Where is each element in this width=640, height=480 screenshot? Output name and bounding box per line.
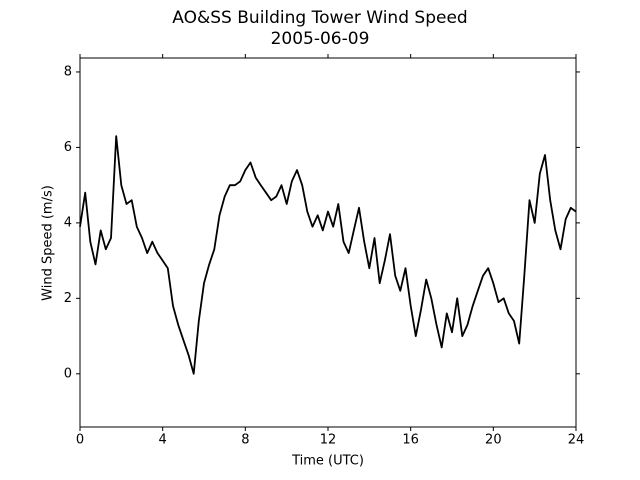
x-tick-label: 16 (402, 433, 419, 448)
y-tick-label: 4 (64, 215, 72, 230)
y-axis-label: Wind Speed (m/s) (41, 185, 56, 301)
x-tick-label: 24 (568, 433, 585, 448)
x-tick-label: 8 (241, 433, 249, 448)
y-tick-label: 8 (64, 64, 72, 79)
y-tick-label: 2 (64, 291, 72, 306)
data-line (79, 135, 577, 375)
chart-title: AO&SS Building Tower Wind Speed (172, 8, 467, 28)
plot-frame (79, 57, 577, 428)
y-tick-label: 0 (64, 366, 72, 381)
x-tick-label: 0 (76, 433, 84, 448)
y-tick-label: 6 (64, 140, 72, 155)
x-axis-label: Time (UTC) (291, 454, 364, 469)
x-tick-label: 12 (320, 433, 337, 448)
x-tick-label: 20 (485, 433, 502, 448)
chart-subtitle: 2005-06-09 (271, 29, 370, 49)
x-tick-label: 4 (159, 433, 167, 448)
